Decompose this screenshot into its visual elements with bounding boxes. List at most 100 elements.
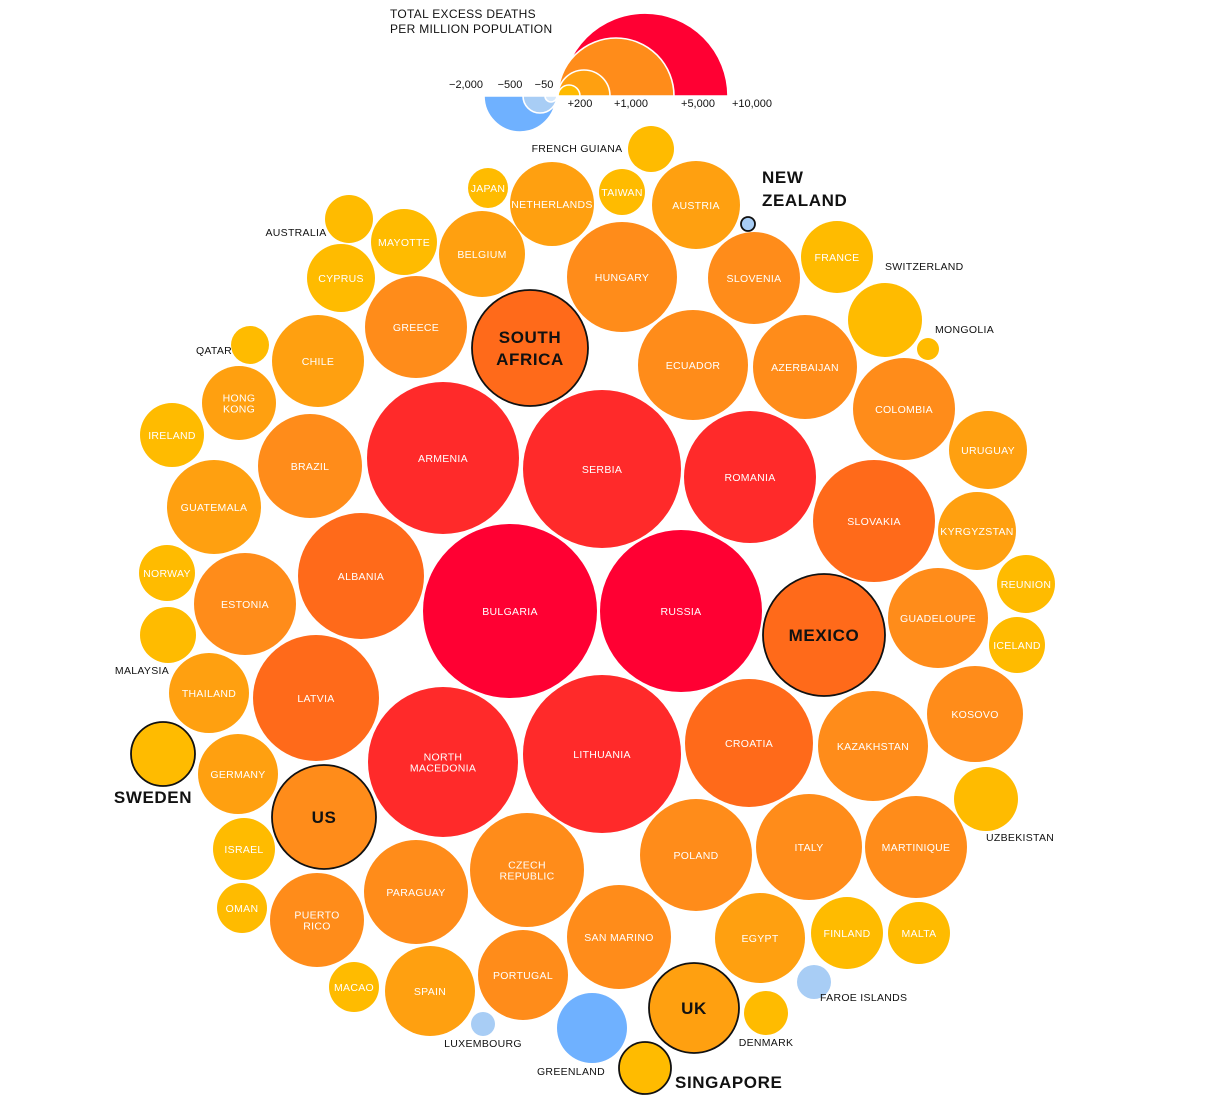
label-lithuania: LITHUANIA [573,749,631,761]
bubble-new-zealand [740,216,756,232]
label-mayotte: MAYOTTE [378,237,430,249]
label-france: FRANCE [815,252,860,264]
legend: TOTAL EXCESS DEATHS PER MILLION POPULATI… [390,7,772,133]
bubbles: BULGARIA RUSSIA SERBIA LITHUANIA NORTHMACEDO… [114,126,1055,1095]
label-estonia: ESTONIA [221,599,269,611]
label-romania: ROMANIA [724,472,775,484]
bubble-kyrgyzstan [938,492,1016,570]
bubble-faroe-islands [797,965,831,999]
label-slovakia: SLOVAKIA [847,516,901,528]
label-iceland: ICELAND [993,640,1041,652]
bubble-australia [325,195,373,243]
bubble-italy [756,794,862,900]
label-serbia: SERBIA [582,464,622,476]
bubble-finland [811,897,883,969]
legend-tick-neg-2000: −2,000 [449,79,483,91]
bubble-north-macedonia [368,687,518,837]
bubble-czech-republic [470,813,584,927]
label-belgium: BELGIUM [457,249,506,261]
bubble-ecuador [638,310,748,420]
bubble-martinique [865,796,967,898]
label-egypt: EGYPT [741,933,778,945]
legend-tick-pos-10000: +10,000 [732,98,772,110]
legend-negative-semicircle-50 [544,95,558,103]
bubble-armenia [367,382,519,534]
bubble-denmark [744,991,788,1035]
bubble-mexico [762,573,886,697]
bubble-spain [385,946,475,1036]
bubble-japan [468,168,508,208]
bubble-iceland [989,617,1045,673]
label-singapore: SINGAPORE [675,1073,782,1092]
label-bulgaria: BULGARIA [482,606,538,618]
label-colombia: COLOMBIA [875,404,933,416]
bubble-san-marino [567,885,671,989]
bubble-puerto-rico [270,873,364,967]
label-luxembourg: LUXEMBOURG [444,1038,522,1050]
label-kosovo: KOSOVO [951,709,998,721]
label-greenland: GREENLAND [537,1066,605,1078]
label-hong-kong-line-1: HONG [223,393,256,405]
label-uruguay: URUGUAY [961,445,1015,457]
bubble-croatia [685,679,813,807]
label-malta: MALTA [902,928,937,940]
bubble-thailand [169,653,249,733]
label-hong-kong-line-2: KONG [223,404,255,416]
label-puerto-rico-line-2: RICO [303,921,330,933]
label-uzbekistan: UZBEKISTAN [986,832,1054,844]
label-italy: ITALY [794,842,823,854]
label-russia: RUSSIA [661,606,702,618]
bubble-lithuania [523,675,681,833]
bubble-singapore [618,1041,672,1095]
bubble-switzerland [848,283,922,357]
label-israel: ISRAEL [224,844,263,856]
bubble-luxembourg [471,1012,495,1036]
bubble-kazakhstan [818,691,928,801]
label-spain: SPAIN [414,986,446,998]
label-finland: FINLAND [823,928,870,940]
bubble-mayotte [371,209,437,275]
label-austria: AUSTRIA [672,200,720,212]
label-us: US [312,808,337,827]
bubble-kosovo [927,666,1023,762]
label-kazakhstan: KAZAKHSTAN [837,741,909,753]
bubble-israel [213,818,275,880]
bubble-mongolia [917,338,939,360]
bubble-oman [217,883,267,933]
label-south-africa-line-2: AFRICA [496,350,564,369]
label-reunion: REUNION [1001,579,1052,591]
label-netherlands: NETHERLANDS [511,199,592,211]
bubble-guadeloupe [888,568,988,668]
label-uk: UK [681,999,707,1018]
label-guadeloupe: GUADELOUPE [900,613,976,625]
bubble-bulgaria [423,524,597,698]
bubble-egypt [715,893,805,983]
label-brazil: BRAZIL [291,461,330,473]
label-japan: JAPAN [471,183,506,195]
bubble-chile [272,315,364,407]
label-czech-republic-line-1: CZECH [508,860,546,872]
bubble-malta [888,902,950,964]
bubble-ireland [140,403,204,467]
bubble-sweden [130,721,196,787]
label-germany: GERMANY [210,769,265,781]
label-switzerland: SWITZERLAND [885,261,964,273]
label-paraguay: PARAGUAY [386,887,445,899]
bubble-uruguay [949,411,1027,489]
bubble-romania [684,411,816,543]
label-north-macedonia-line-2: MACEDONIA [410,763,476,775]
bubble-latvia [253,635,379,761]
bubble-serbia [523,390,681,548]
label-sweden: SWEDEN [114,788,192,807]
label-qatar: QATAR [196,345,232,357]
legend-tick-neg-500: −500 [498,79,523,91]
label-south-africa-line-1: SOUTH [499,328,562,347]
label-san-marino: SAN MARINO [584,932,654,944]
bubble-germany [198,734,278,814]
bubble-albania [298,513,424,639]
label-armenia: ARMENIA [418,453,468,465]
label-denmark: DENMARK [739,1037,794,1049]
bubble-slovenia [708,232,800,324]
label-cyprus: CYPRUS [318,273,364,285]
